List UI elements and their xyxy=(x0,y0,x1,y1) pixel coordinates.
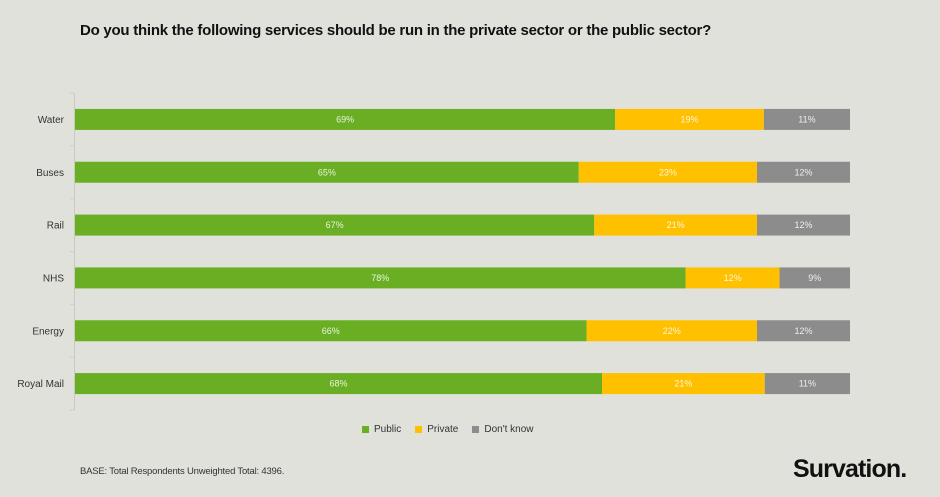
labels: Water 69% 19% 11% Buses 65% 23% 12% Rail 67% 21% 12… xyxy=(17,114,821,390)
data-label: 21% xyxy=(667,220,685,230)
bar-segment-private xyxy=(685,267,780,289)
data-label: 12% xyxy=(794,167,812,177)
data-label: 68% xyxy=(329,379,347,389)
bar-segment-public xyxy=(75,214,595,236)
bar-segment-public xyxy=(75,320,587,342)
data-label: 21% xyxy=(674,379,692,389)
bar-segment-private xyxy=(602,373,765,395)
bar-segment-public xyxy=(75,373,602,395)
data-label: 12% xyxy=(794,326,812,336)
bar-segment-private xyxy=(615,108,764,130)
legend-item-dont-know: Don't know xyxy=(472,423,534,435)
bar-segment-private xyxy=(586,320,757,342)
legend-swatch-public xyxy=(362,425,369,433)
bar-segment-don-t-know xyxy=(764,373,850,395)
category-label: Royal Mail xyxy=(17,379,64,390)
data-label: 66% xyxy=(322,326,340,336)
data-label: 22% xyxy=(663,326,681,336)
data-label: 78% xyxy=(371,273,389,283)
data-label: 19% xyxy=(681,114,699,124)
bar-segment-don-t-know xyxy=(757,214,850,236)
category-label: Rail xyxy=(47,221,64,232)
bar-segment-public xyxy=(75,108,616,130)
legend-label-public: Public xyxy=(374,423,402,435)
bar-segment-don-t-know xyxy=(757,161,850,183)
category-label: NHS xyxy=(43,273,64,284)
data-label: 12% xyxy=(724,273,742,283)
data-label: 69% xyxy=(336,114,354,124)
legend-swatch-private xyxy=(415,425,423,433)
base-note: BASE: Total Respondents Unweighted Total… xyxy=(80,466,285,477)
category-label: Water xyxy=(38,115,65,126)
survation-logo: Survation. xyxy=(793,455,907,483)
category-label: Energy xyxy=(32,326,64,337)
legend-item-public: Public xyxy=(362,424,401,435)
bars xyxy=(75,108,850,395)
legend-label-private: Private xyxy=(427,423,459,435)
chart-title: Do you think the following services shou… xyxy=(80,22,712,39)
data-label: 11% xyxy=(798,114,815,124)
category-label: Buses xyxy=(36,168,64,179)
data-label: 11% xyxy=(799,379,816,389)
data-label: 65% xyxy=(318,167,336,177)
axis xyxy=(70,92,75,411)
legend-label-dont-know: Don't know xyxy=(484,423,534,435)
data-label: 12% xyxy=(794,220,812,230)
data-label: 9% xyxy=(808,273,821,283)
bar-segment-private xyxy=(578,161,757,183)
legend-swatch-dont-know xyxy=(472,425,480,433)
bar-segment-private xyxy=(594,214,757,236)
legend: Public Private Don't know xyxy=(362,423,548,435)
bar-segment-don-t-know xyxy=(779,267,850,289)
bar-segment-don-t-know xyxy=(763,108,850,130)
bar-segment-public xyxy=(75,161,579,183)
data-label: 67% xyxy=(326,220,344,230)
data-label: 23% xyxy=(659,167,677,177)
bar-segment-public xyxy=(75,267,686,289)
bar-segment-don-t-know xyxy=(757,320,850,342)
legend-item-private: Private xyxy=(415,424,458,435)
